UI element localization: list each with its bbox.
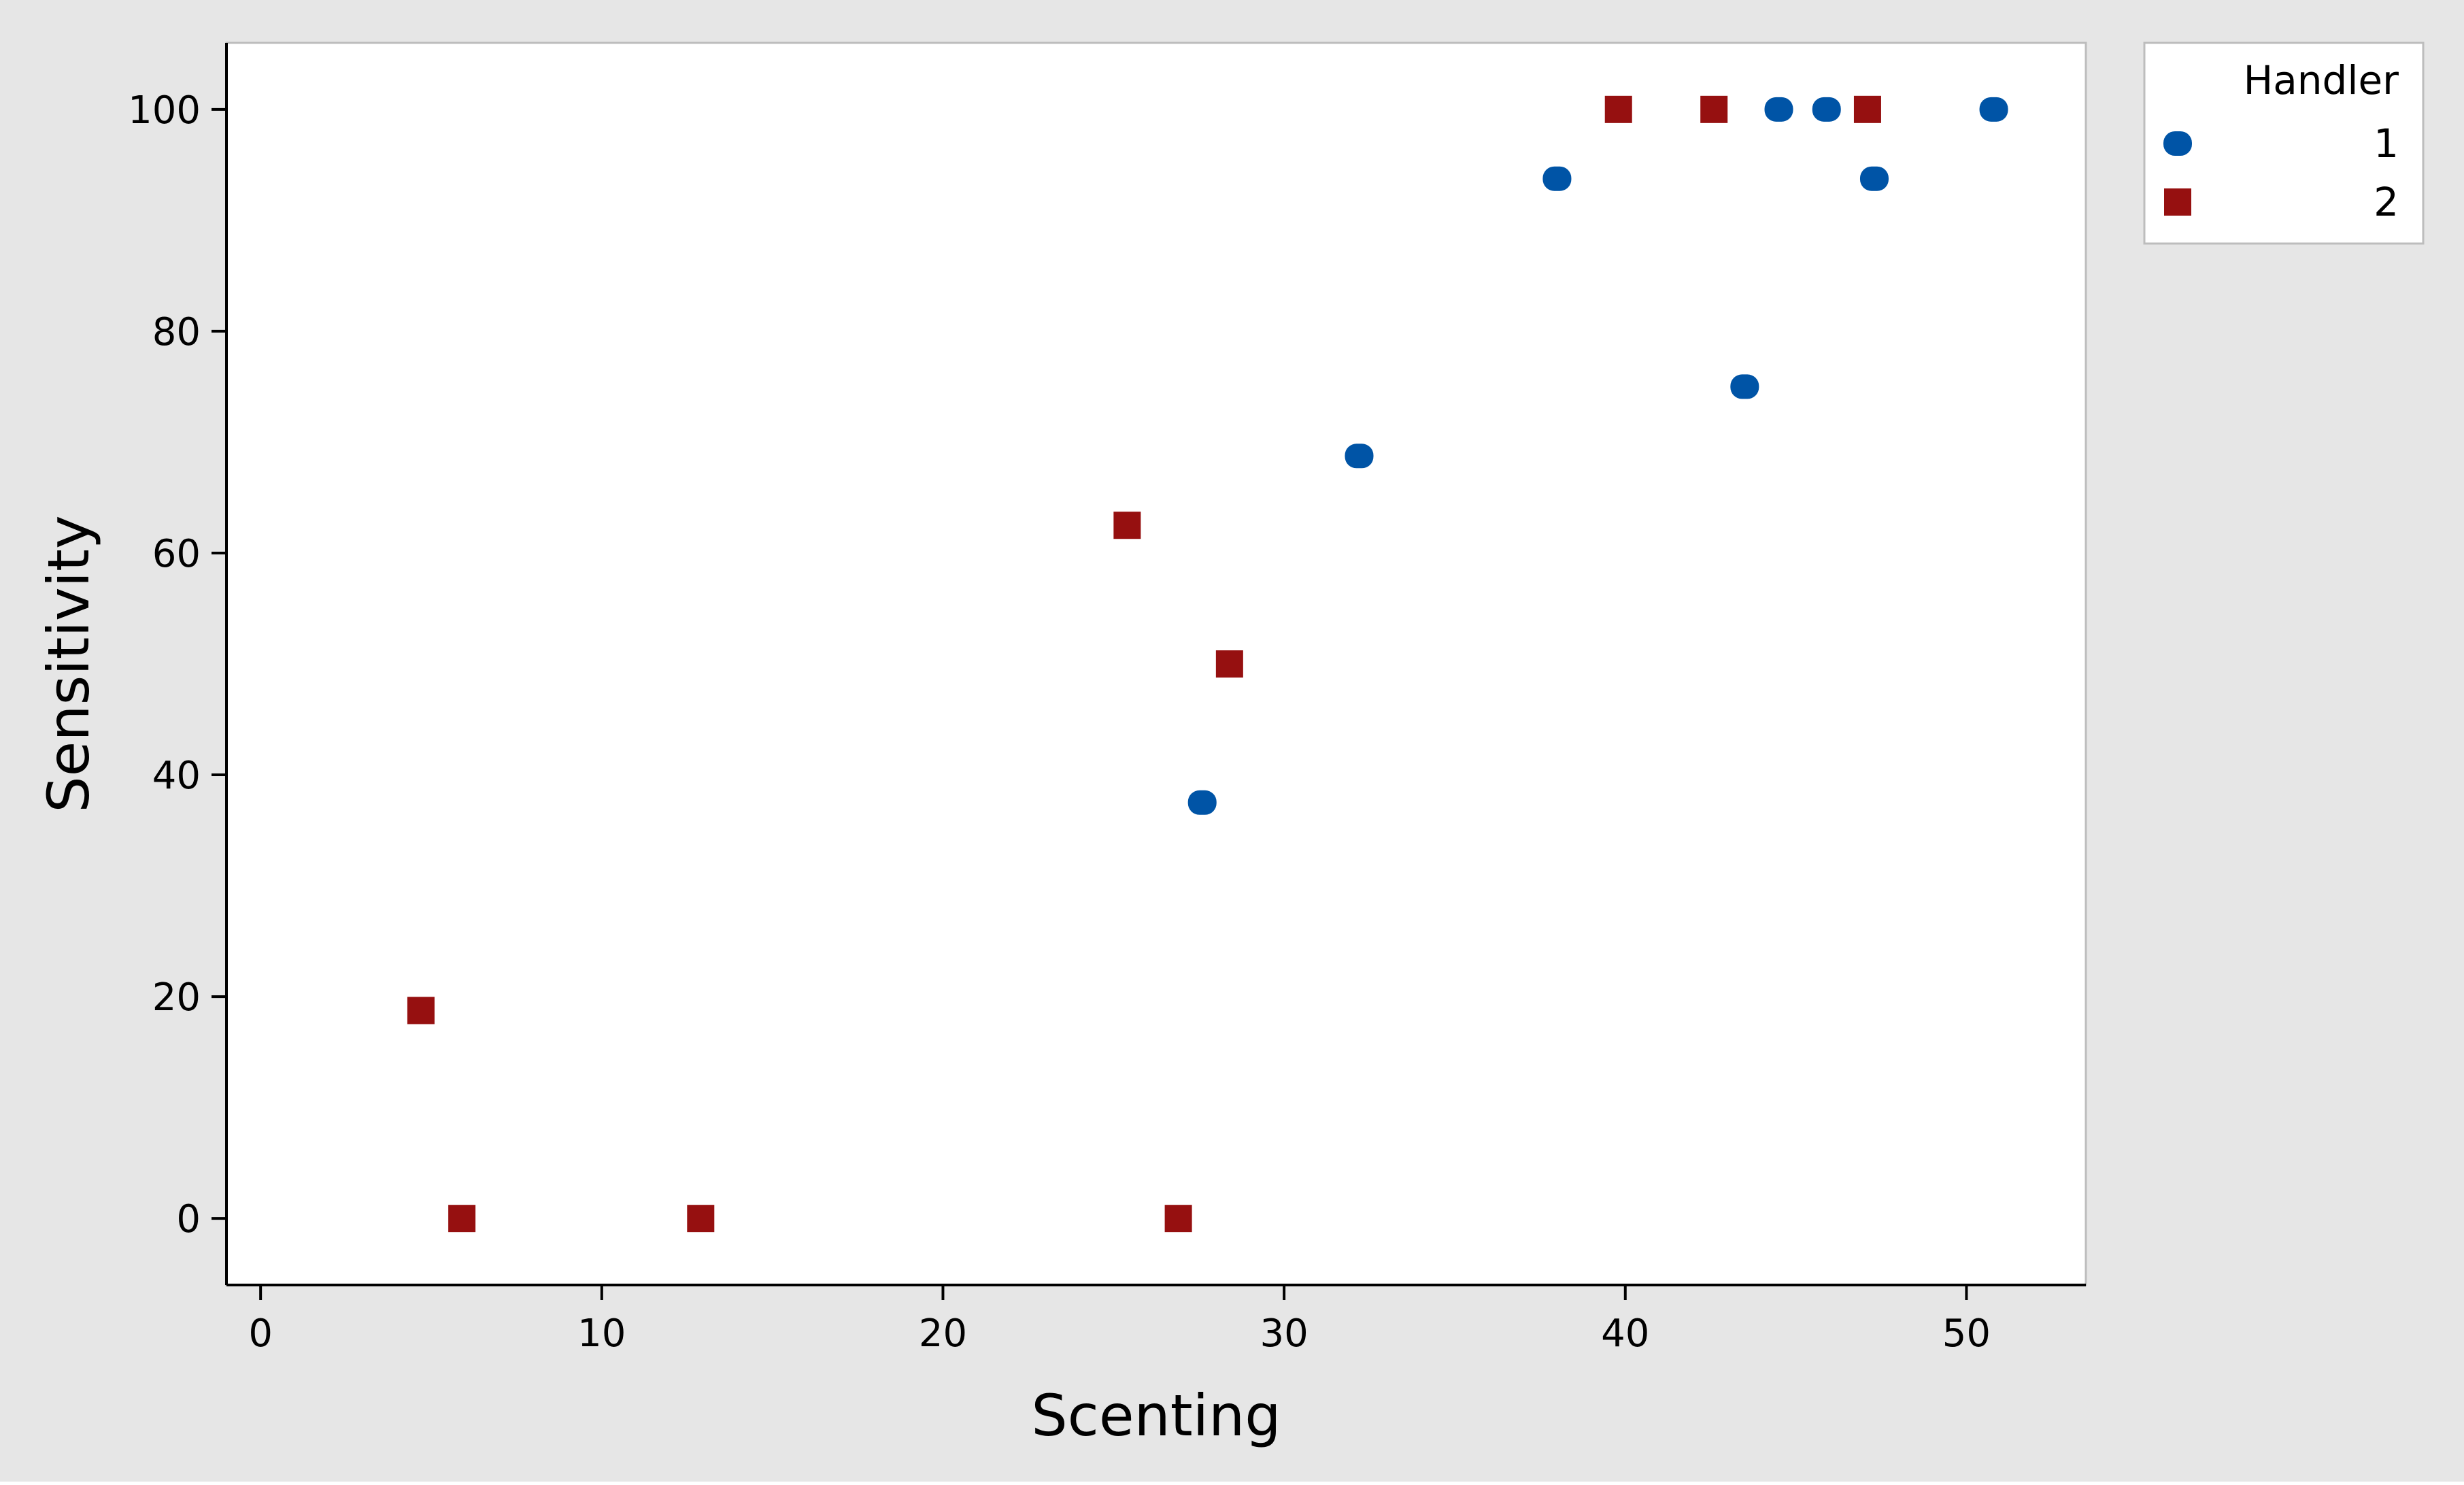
legend-marker — [2163, 131, 2192, 156]
series-2 — [407, 95, 1881, 1233]
x-axis-title: Scenting — [1031, 1382, 1281, 1449]
data-point — [1812, 97, 1841, 122]
data-point — [1164, 1205, 1192, 1233]
series-1 — [1187, 97, 2008, 815]
data-point — [1113, 512, 1141, 539]
data-point — [1345, 444, 1374, 469]
data-points — [407, 95, 2008, 1233]
plot-area — [225, 41, 2087, 1286]
y-tick-label: 0 — [176, 1197, 201, 1241]
y-axis-title: Sensitivity — [35, 515, 102, 812]
y-axis: 0 20 40 60 80 100 — [128, 88, 226, 1241]
legend-items: 12 — [2163, 120, 2399, 225]
x-tick-label: 10 — [577, 1312, 626, 1356]
data-point — [1700, 95, 1728, 123]
data-point — [1187, 790, 1217, 815]
x-tick-label: 50 — [1942, 1312, 1991, 1356]
y-tick-label: 40 — [152, 754, 201, 798]
legend-label: 1 — [2374, 120, 2399, 167]
x-tick-label: 30 — [1260, 1312, 1308, 1356]
data-point — [687, 1205, 715, 1233]
y-tick-label: 60 — [152, 532, 201, 576]
y-tick-label: 100 — [128, 88, 201, 133]
data-point — [1979, 97, 2008, 122]
data-point — [1542, 166, 1572, 191]
legend-label: 2 — [2374, 179, 2399, 225]
data-point — [1859, 166, 1889, 191]
data-point — [1764, 97, 1793, 122]
data-point — [448, 1205, 476, 1233]
data-point — [1215, 650, 1243, 678]
legend-title: Handler — [2244, 57, 2399, 103]
x-tick-label: 0 — [248, 1312, 273, 1356]
x-tick-label: 20 — [919, 1312, 967, 1356]
data-point — [1853, 95, 1881, 123]
legend-marker — [2164, 188, 2191, 216]
data-point — [1604, 95, 1632, 123]
data-point — [407, 997, 435, 1024]
x-tick-label: 40 — [1601, 1312, 1649, 1356]
y-tick-label: 20 — [152, 975, 201, 1020]
x-axis: 0 10 20 30 40 50 — [248, 1285, 1991, 1356]
y-tick-label: 80 — [152, 310, 201, 354]
legend: Handler 12 — [2143, 41, 2425, 245]
data-point — [1730, 374, 1759, 399]
